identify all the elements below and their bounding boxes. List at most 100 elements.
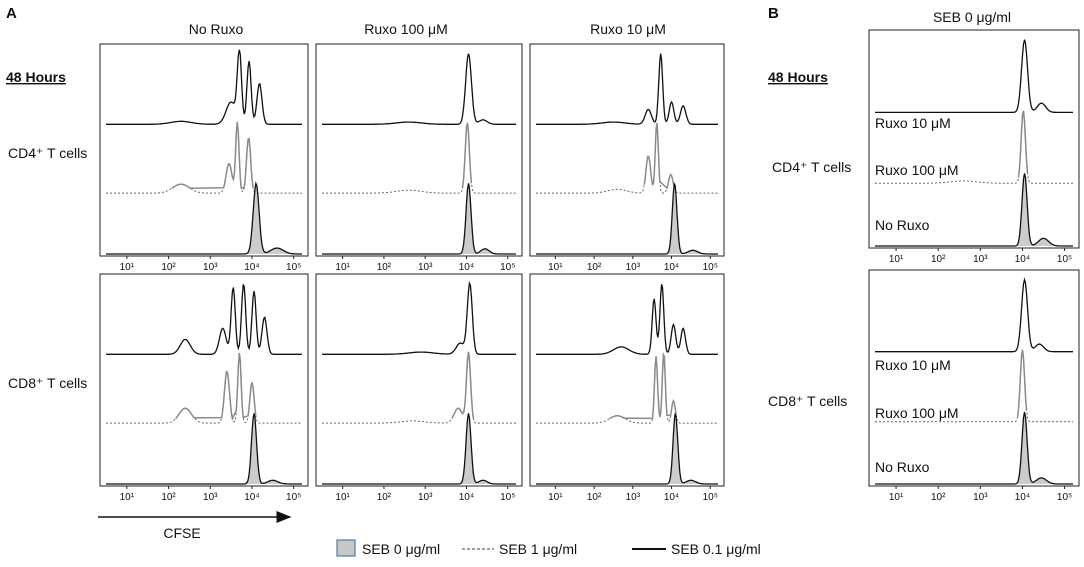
x-tick-label: 10⁴ [664,262,679,273]
x-tick-label: 10² [377,492,392,503]
histogram-panel-a-r0-c2: 10¹ 10² 10³ 10⁴ 10⁵ [529,43,725,273]
legend-label-seb-0: SEB 0 μg/ml [362,541,440,557]
x-tick-label: 10⁵ [703,492,718,503]
x-tick-label: 10⁴ [1015,492,1030,503]
x-tick-label: 10⁴ [664,492,679,503]
column-label-ruxo-10: Ruxo 10 μM [590,21,666,37]
legend-swatch-seb-0 [336,539,356,557]
x-tick-label: 10² [161,262,176,273]
trace-seb-1-g-ml [461,122,473,188]
trace-seb-0-1-g-ml [322,53,516,125]
x-tick-label: 10⁵ [1057,254,1072,265]
legend-label-seb-1: SEB 1 μg/ml [499,541,577,557]
x-tick-label: 10³ [626,492,641,503]
time-label-b: 48 Hours [768,69,828,85]
trace-seb-0-g-ml [106,181,302,255]
row-label-cd4-b: CD4⁺ T cells [772,159,851,175]
trace-dashed-seb-1-g-ml [106,121,302,194]
trace-ruxo-10-m [875,39,1073,114]
time-label-a: 48 Hours [6,69,66,85]
trace-label-no-ruxo: No Ruxo [875,217,930,233]
trace-seb-0-g-ml [322,413,516,485]
panel-frame [529,43,725,257]
trace-fill-seb-0-g-ml [536,413,718,484]
trace-ruxo-10-m [875,277,1073,353]
row-label-cd4: CD4⁺ T cells [8,145,87,161]
trace-label-ruxo-100-m: Ruxo 100 μM [875,405,959,421]
trace-seb-0-1-g-ml [106,49,302,125]
x-tick-label: 10³ [418,262,433,273]
legend-label-seb-01: SEB 0.1 μg/ml [671,541,761,557]
panel-b-label: B [768,5,779,22]
x-tick-label: 10⁵ [286,492,301,503]
trace-seb-0-1-g-ml [536,53,718,125]
x-tick-label: 10⁴ [1015,254,1030,265]
column-label-no-ruxo: No Ruxo [189,21,244,37]
x-tick-label: 10³ [626,262,641,273]
trace-label-ruxo-10-m: Ruxo 10 μM [875,357,951,373]
panel-frame [868,269,1080,487]
x-tick-label: 10¹ [889,254,904,265]
trace-label-no-ruxo: No Ruxo [875,459,930,475]
x-tick-label: 10³ [418,492,433,503]
panel-frame [99,273,309,487]
histogram-panel-b-r0: Ruxo 10 μM Ruxo 100 μM No Ruxo 10¹ 10² 10³ 10⁴… [868,29,1080,265]
trace-seb-0-1-g-ml [536,284,718,355]
trace-ruxo-100-m [1016,349,1028,418]
trace-dashed-seb-1-g-ml [536,352,718,424]
x-tick-label: 10⁵ [500,492,515,503]
histogram-panel-a-r0-c0: 10¹ 10² 10³ 10⁴ 10⁵ [99,43,309,273]
x-tick-label: 10⁵ [703,262,718,273]
trace-seb-0-g-ml [322,183,516,255]
x-tick-label: 10¹ [120,262,135,273]
trace-dashed-ruxo-100-m [875,110,1073,184]
x-tick-label: 10² [587,262,602,273]
histogram-panel-a-r1-c1: 10¹ 10² 10³ 10⁴ 10⁵ [315,273,523,503]
trace-fill-seb-0-g-ml [536,184,718,254]
column-label-seb-0: SEB 0 μg/ml [933,9,1011,25]
trace-fill-seb-0-g-ml [322,413,516,484]
row-label-cd8-b: CD8⁺ T cells [768,393,847,409]
x-tick-label: 10¹ [120,492,135,503]
panel-frame [868,29,1080,249]
panel-frame [99,43,309,257]
trace-seb-1-g-ml [609,351,677,420]
histogram-panel-a-r1-c0: 10¹ 10² 10³ 10⁴ 10⁵ [99,273,309,503]
trace-seb-0-g-ml [536,413,718,485]
panel-frame [529,273,725,487]
trace-label-ruxo-100-m: Ruxo 100 μM [875,162,959,178]
x-tick-label: 10⁴ [244,262,259,273]
x-tick-label: 10¹ [889,492,904,503]
histogram-panel-b-r1: Ruxo 10 μM Ruxo 100 μM No Ruxo 10¹ 10² 10³ 10⁴… [868,269,1080,503]
cfse-axis-label: CFSE [163,525,200,541]
trace-dashed-seb-1-g-ml [322,122,516,194]
x-tick-label: 10¹ [335,492,350,503]
x-tick-label: 10⁴ [459,492,474,503]
x-tick-label: 10⁴ [459,262,474,273]
trace-fill-seb-0-g-ml [106,413,302,484]
trace-seb-0-g-ml [106,413,302,485]
trace-fill-seb-0-g-ml [322,183,516,254]
column-label-ruxo-100: Ruxo 100 μM [364,21,448,37]
x-tick-label: 10² [931,492,946,503]
panel-frame [315,273,523,487]
trace-no-ruxo [875,173,1073,247]
x-tick-label: 10¹ [548,262,563,273]
trace-dashed-seb-1-g-ml [106,352,302,424]
x-tick-label: 10² [161,492,176,503]
trace-dashed-ruxo-100-m [875,349,1073,423]
trace-seb-1-g-ml [451,351,475,419]
trace-fill-no-ruxo [875,412,1073,484]
x-tick-label: 10² [377,262,392,273]
x-tick-label: 10⁵ [500,262,515,273]
trace-fill-seb-0-g-ml [106,183,302,254]
histogram-panel-a-r1-c2: 10¹ 10² 10³ 10⁴ 10⁵ [529,273,725,503]
x-tick-label: 10² [587,492,602,503]
trace-fill-no-ruxo [875,173,1073,246]
x-tick-label: 10³ [973,492,988,503]
x-tick-label: 10³ [203,492,218,503]
x-tick-label: 10³ [973,254,988,265]
trace-seb-0-1-g-ml [322,280,516,355]
trace-ruxo-100-m [1017,110,1029,178]
